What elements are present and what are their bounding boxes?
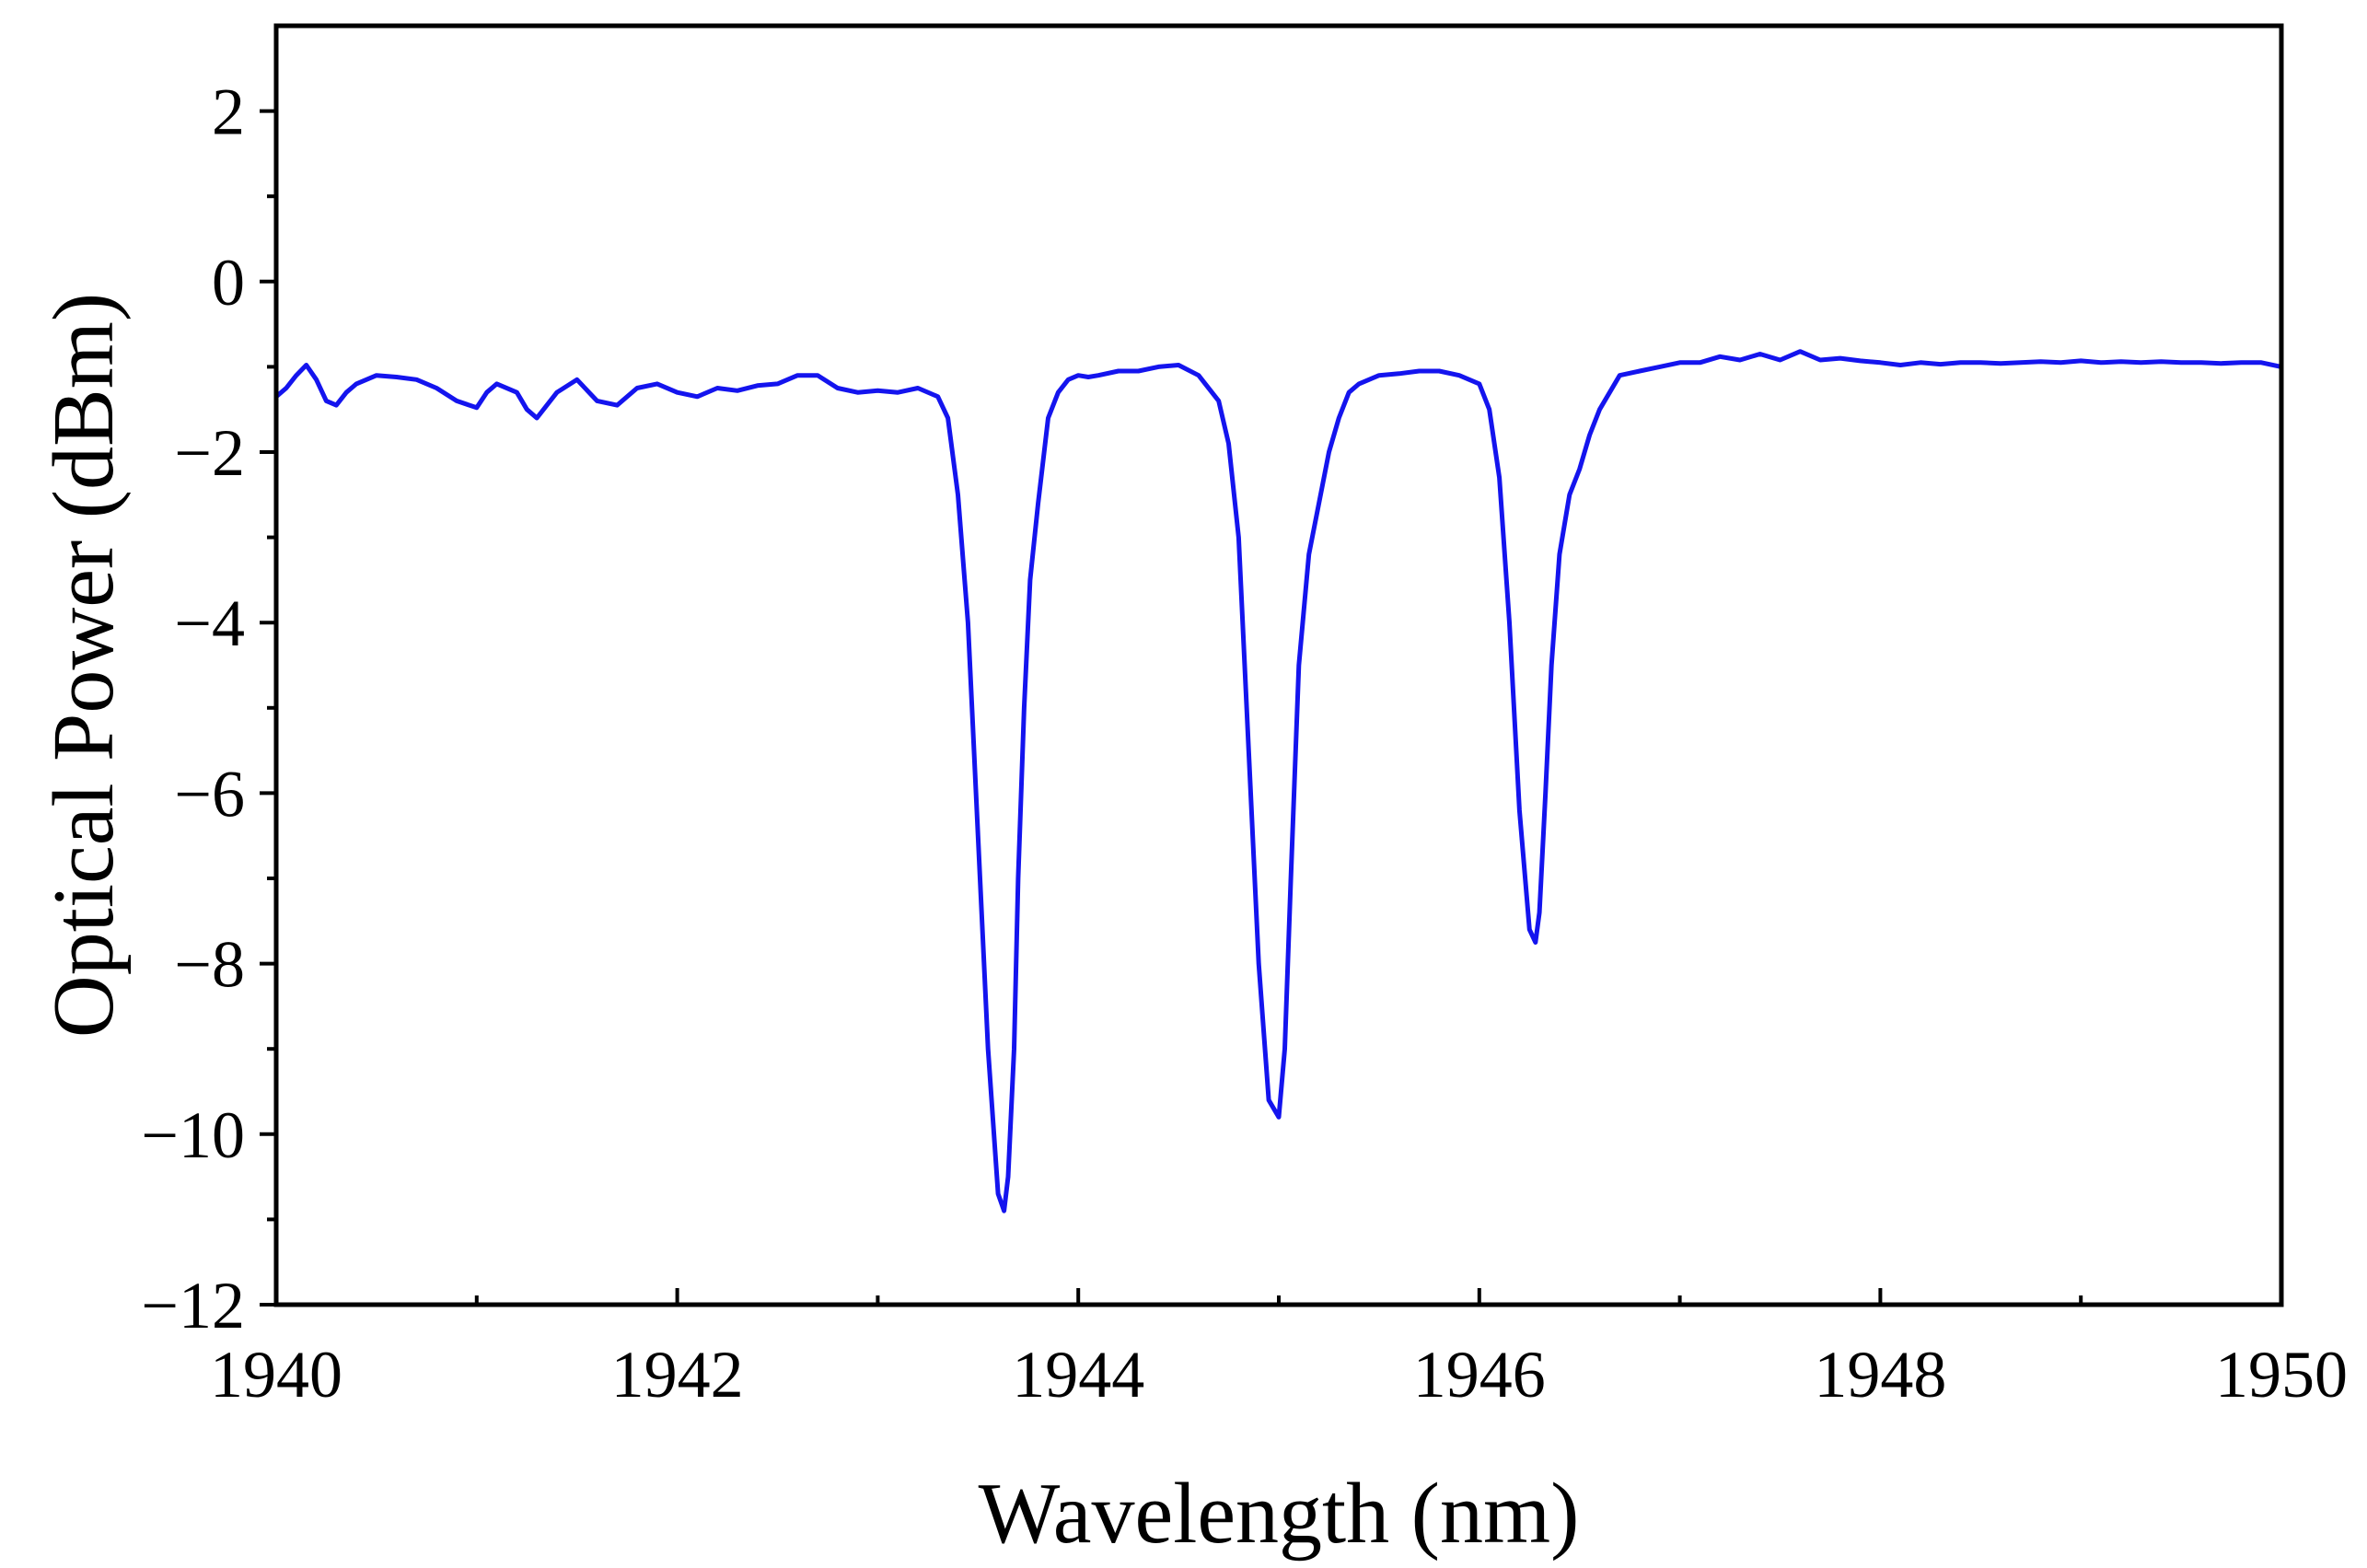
tick-labels: 1940 1942 1944 1946 1948 1950 −12 −10 −8 −6 −4 −2 0 2 bbox=[141, 75, 2348, 1411]
y-tick-label: 0 bbox=[212, 246, 245, 319]
y-tick-label: −10 bbox=[141, 1098, 245, 1172]
x-tick-label: 1950 bbox=[2215, 1338, 2348, 1411]
x-axis-title: Wavelength (nm) bbox=[979, 1466, 1580, 1562]
y-axis-title: Optical Power (dBm) bbox=[36, 293, 132, 1038]
y-tick-label: −2 bbox=[174, 416, 245, 490]
x-tick-label: 1944 bbox=[1012, 1338, 1144, 1411]
y-tick-label: −12 bbox=[141, 1269, 245, 1342]
y-tick-label: −4 bbox=[174, 587, 245, 660]
y-tick-label: −6 bbox=[174, 757, 245, 830]
x-tick-label: 1942 bbox=[611, 1338, 744, 1411]
axis-ticks bbox=[260, 109, 2283, 1307]
plot-frame bbox=[273, 23, 2284, 1307]
series-line-optical-power bbox=[273, 349, 2284, 1214]
x-tick-label: 1946 bbox=[1413, 1338, 1546, 1411]
y-tick-label: 2 bbox=[212, 75, 245, 149]
y-tick-label: −8 bbox=[174, 928, 245, 1002]
x-tick-label: 1940 bbox=[210, 1338, 342, 1411]
plot-area bbox=[273, 349, 2284, 1214]
x-tick-label: 1948 bbox=[1814, 1338, 1946, 1411]
